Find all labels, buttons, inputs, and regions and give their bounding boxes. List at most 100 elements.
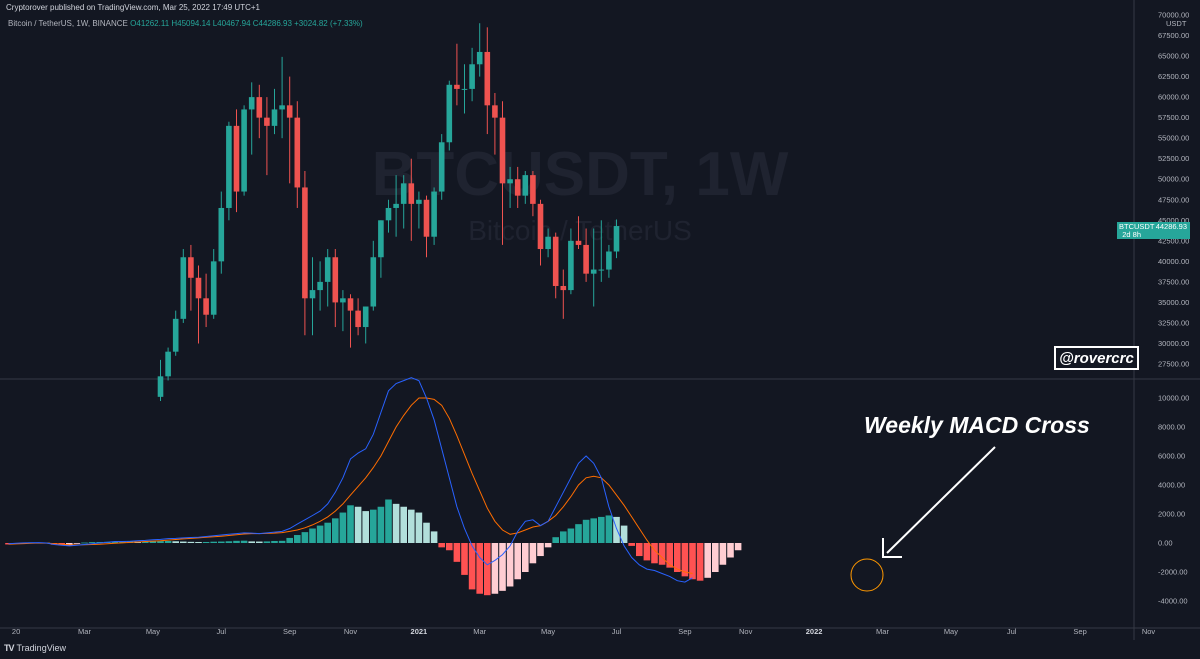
time-axis-label: Nov <box>1142 627 1156 636</box>
histogram-bar <box>484 543 491 596</box>
histogram-bar <box>111 541 119 543</box>
histogram-bar <box>590 518 597 543</box>
histogram-bar <box>316 525 324 543</box>
candle-body <box>454 84 460 89</box>
histogram-bar <box>187 541 195 543</box>
candle-body <box>499 117 506 184</box>
candle-body <box>248 97 255 110</box>
candle-body <box>461 88 468 90</box>
time-axis-label: Sep <box>678 627 691 636</box>
price-tick-label: 55000.00 <box>1158 134 1189 143</box>
candle-body <box>180 257 187 319</box>
histogram-bar <box>263 541 271 543</box>
candle-body <box>317 281 323 291</box>
time-axis-label: Jul <box>1007 627 1017 636</box>
candle-body <box>476 51 483 65</box>
candle-body <box>324 257 331 282</box>
histogram-bar <box>309 528 316 543</box>
histogram-bar <box>225 541 233 543</box>
histogram-bar <box>240 540 248 543</box>
histogram-bar <box>651 543 658 564</box>
histogram-bar <box>430 531 438 543</box>
candle-body <box>408 183 415 204</box>
macd-tick-label: 4000.00 <box>1158 481 1185 490</box>
candle-body <box>332 257 339 303</box>
histogram-bar <box>210 541 217 543</box>
candle-body <box>423 199 430 237</box>
candle-body <box>438 142 445 192</box>
histogram-bar <box>423 522 430 543</box>
price-tick-label: 67500.00 <box>1158 31 1189 40</box>
candle-body <box>203 298 209 315</box>
histogram-bar <box>491 543 499 594</box>
histogram-bar <box>613 516 620 543</box>
candle-body <box>279 105 285 110</box>
histogram-bar <box>727 543 734 558</box>
histogram-bar <box>704 543 711 578</box>
histogram-bar <box>537 543 544 557</box>
time-axis-label: Sep <box>283 627 296 636</box>
candle-body <box>165 351 171 377</box>
candle-body <box>446 84 453 143</box>
author-handle: @rovercrc <box>1054 346 1139 370</box>
price-tick-label: 30000.00 <box>1158 339 1189 348</box>
price-tick-label: 70000.00 <box>1158 11 1189 20</box>
price-tick-label: 65000.00 <box>1158 52 1189 61</box>
candle-body <box>370 257 377 307</box>
symbol-name[interactable]: Bitcoin / TetherUS, 1W, BINANCE <box>8 19 128 28</box>
candle-body <box>385 207 392 221</box>
candle-body <box>530 175 536 204</box>
histogram-bar <box>598 516 605 543</box>
candle-body <box>514 179 521 196</box>
macd-tick-label: 6000.00 <box>1158 452 1185 461</box>
time-axis-label: 2022 <box>806 627 823 636</box>
histogram-bar <box>332 518 339 543</box>
price-tick-label: 37500.00 <box>1158 277 1189 286</box>
histogram-bar <box>354 506 362 543</box>
histogram-bar <box>347 505 354 543</box>
candle-body <box>233 125 240 192</box>
candle-body <box>590 269 597 274</box>
histogram-bar <box>696 543 704 581</box>
histogram-bar <box>582 519 590 543</box>
histogram-bar <box>271 540 278 543</box>
histogram-bar <box>560 531 567 543</box>
candle-body <box>484 51 491 106</box>
histogram-bar <box>81 542 88 544</box>
price-tick-label: 42500.00 <box>1158 236 1189 245</box>
histogram-bar <box>689 543 696 580</box>
histogram-bar <box>719 543 727 565</box>
price-tag-symbol: BTCUSDT <box>1119 222 1155 231</box>
histogram-bar <box>658 543 666 565</box>
histogram-bar <box>575 524 582 543</box>
histogram-bar <box>294 535 301 543</box>
time-axis-label: Jul <box>612 627 622 636</box>
histogram-bar <box>202 541 210 543</box>
macd-tick-label: -2000.00 <box>1158 568 1188 577</box>
histogram-bar <box>157 541 164 543</box>
time-axis-label: 20 <box>12 627 20 636</box>
histogram-bar <box>499 543 506 591</box>
histogram-bar <box>415 512 423 543</box>
price-tick-label: 60000.00 <box>1158 93 1189 102</box>
candle-body <box>309 290 316 299</box>
price-tick-label: 35000.00 <box>1158 298 1189 307</box>
price-tick-label: 32500.00 <box>1158 318 1189 327</box>
macd-tick-label: 10000.00 <box>1158 394 1189 403</box>
histogram-bar <box>73 543 81 544</box>
time-axis-label: Jul <box>217 627 227 636</box>
time-axis-label: Nov <box>344 627 358 636</box>
price-tick-label: 52500.00 <box>1158 154 1189 163</box>
candle-body <box>598 269 605 271</box>
price-tick-label: 45000.00 <box>1158 216 1189 225</box>
candle-body <box>606 251 612 270</box>
histogram-bar <box>636 543 643 557</box>
histogram-bar <box>712 543 719 572</box>
histogram-bar <box>468 543 476 590</box>
footer-brand[interactable]: TradingView <box>16 643 67 653</box>
price-tick-label: 27500.00 <box>1158 360 1189 369</box>
histogram-bar <box>256 541 263 543</box>
candle-body <box>545 236 551 250</box>
candle-body <box>560 285 567 291</box>
